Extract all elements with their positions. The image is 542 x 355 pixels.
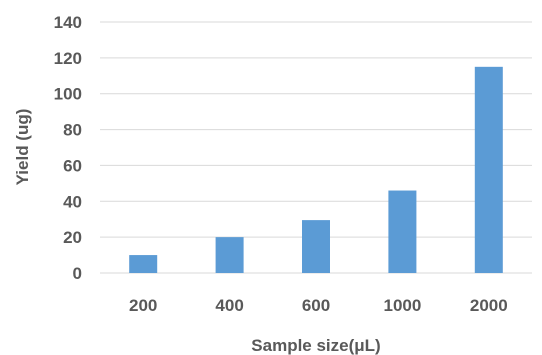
x-tick-label: 400: [215, 296, 243, 315]
y-tick-label: 80: [63, 121, 82, 140]
y-axis-ticks: 0 20 40 60 80 100 120 140: [54, 13, 82, 283]
x-axis-ticks: 200 400 600 1000 2000: [129, 296, 508, 315]
y-tick-label: 60: [63, 156, 82, 175]
x-tick-label: 600: [302, 296, 330, 315]
bar-2000: [474, 66, 503, 273]
bar-400: [215, 237, 244, 273]
y-tick-label: 100: [54, 85, 82, 104]
x-tick-label: 1000: [383, 296, 421, 315]
y-tick-label: 120: [54, 49, 82, 68]
y-tick-label: 140: [54, 13, 82, 32]
bar-600: [302, 220, 330, 273]
bar-200: [129, 255, 158, 273]
y-tick-label: 20: [63, 228, 82, 247]
y-tick-label: 0: [73, 264, 82, 283]
bar-1000: [388, 190, 417, 273]
gridlines: [100, 21, 532, 274]
x-axis-title: Sample size(μL): [251, 336, 380, 355]
x-tick-label: 200: [129, 296, 157, 315]
y-tick-label: 40: [63, 192, 82, 211]
x-tick-label: 2000: [470, 296, 508, 315]
y-axis-title: Yield (ug): [13, 109, 32, 186]
bars: [129, 66, 503, 273]
